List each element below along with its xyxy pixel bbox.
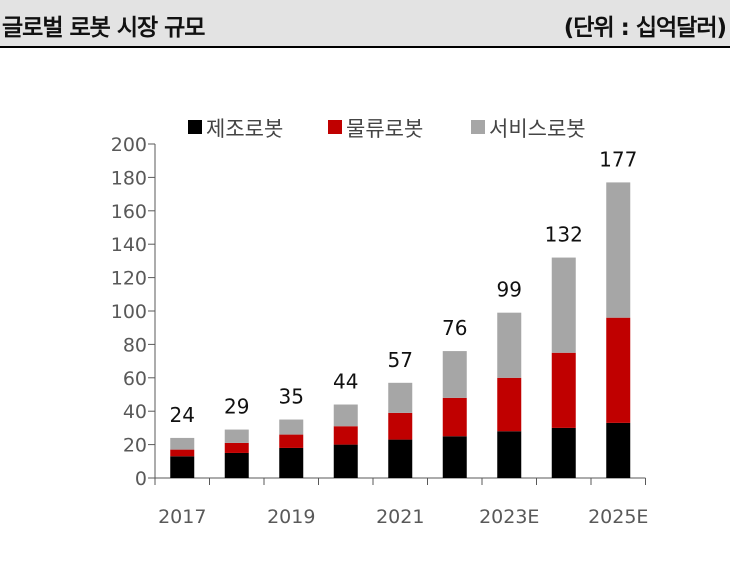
y-tick-label: 40 (123, 401, 147, 423)
bar-segment-물류로봇 (388, 412, 413, 440)
bar-segment-제조로봇 (333, 444, 358, 478)
bar-segment-서비스로봇 (170, 437, 195, 450)
bar-segment-제조로봇 (551, 427, 576, 478)
legend-label: 서비스로봇 (489, 117, 586, 141)
bar-segment-서비스로봇 (388, 382, 413, 413)
bar-segment-물류로봇 (497, 377, 522, 432)
bar-segment-물류로봇 (170, 449, 195, 457)
bar-segment-물류로봇 (606, 317, 631, 423)
data-label-total: 29 (224, 395, 249, 419)
x-tick-label: 2023E (479, 506, 539, 528)
bar-segment-서비스로봇 (442, 351, 467, 398)
legend-label: 제조로봇 (206, 117, 283, 141)
bar-segment-제조로봇 (606, 422, 631, 478)
unit-label: (단위 : 십억달러) (563, 15, 727, 41)
y-tick-label: 20 (123, 435, 147, 457)
chart-title: 글로벌 로봇 시장 규모 (2, 15, 205, 41)
bar-segment-서비스로봇 (224, 429, 249, 443)
x-tick-label: 2025E (588, 506, 648, 528)
x-tick-label: 2021 (376, 506, 424, 528)
y-tick-label: 100 (111, 301, 147, 323)
bar-segment-물류로봇 (279, 434, 304, 448)
y-tick-label: 200 (111, 134, 147, 156)
bar-segment-서비스로봇 (497, 312, 522, 378)
x-tick-label: 2019 (267, 506, 315, 528)
bar-segment-서비스로봇 (606, 182, 631, 318)
data-label-total: 35 (279, 385, 304, 409)
bar-segment-제조로봇 (279, 447, 304, 478)
x-tick-label: 2017 (158, 506, 206, 528)
bar-segment-제조로봇 (170, 456, 195, 478)
bar-segment-서비스로봇 (279, 419, 304, 435)
bar-segment-제조로봇 (224, 452, 249, 478)
bar-segment-제조로봇 (497, 431, 522, 478)
bar-segment-물류로봇 (442, 397, 467, 437)
y-tick-label: 0 (135, 468, 147, 490)
y-tick-label: 120 (111, 268, 147, 290)
legend-swatch (471, 120, 485, 134)
y-tick-label: 160 (111, 201, 147, 223)
data-label-total: 132 (545, 223, 583, 247)
y-tick-label: 140 (111, 234, 147, 256)
data-label-total: 99 (497, 278, 522, 302)
bar-segment-제조로봇 (388, 439, 413, 478)
bar-segment-물류로봇 (551, 352, 576, 428)
legend-swatch (188, 120, 202, 134)
chart-header: 글로벌 로봇 시장 규모 (단위 : 십억달러) (0, 0, 730, 48)
data-label-total: 57 (388, 348, 413, 372)
data-label-total: 44 (333, 370, 358, 394)
bar-segment-서비스로봇 (551, 257, 576, 353)
bar-segment-물류로봇 (333, 426, 358, 445)
legend-label: 물류로봇 (346, 117, 423, 141)
data-label-total: 177 (599, 147, 637, 171)
y-tick-label: 180 (111, 167, 147, 189)
y-tick-label: 60 (123, 368, 147, 390)
bar-segment-서비스로봇 (333, 404, 358, 427)
data-label-total: 24 (170, 403, 195, 427)
legend-swatch (328, 120, 342, 134)
y-tick-label: 80 (123, 334, 147, 356)
bar-segment-제조로봇 (442, 436, 467, 478)
bar-segment-물류로봇 (224, 442, 249, 453)
data-label-total: 76 (442, 316, 467, 340)
